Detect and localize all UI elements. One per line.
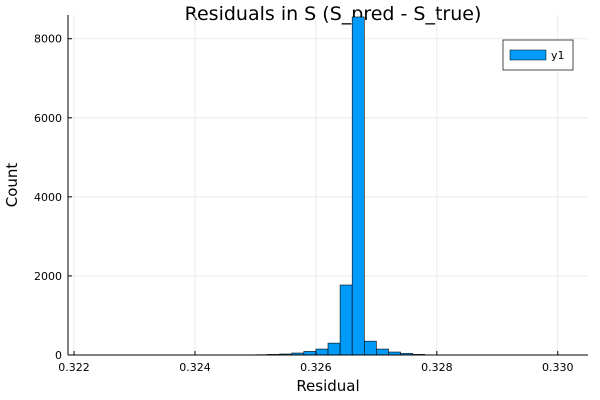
histogram-bar	[363, 340, 377, 356]
x-tick-label: 0.322	[58, 361, 90, 374]
y-tick-label: 8000	[34, 33, 62, 46]
x-tick-label: 0.330	[542, 361, 574, 374]
histogram-bar	[339, 284, 353, 356]
legend-label: y1	[551, 49, 565, 62]
y-tick-label: 0	[55, 349, 62, 362]
x-tick-label: 0.324	[179, 361, 211, 374]
chart-title: Residuals in S (S_pred - S_true)	[185, 3, 482, 25]
y-tick-label: 6000	[34, 112, 62, 125]
histogram-bar	[376, 348, 389, 356]
x-axis-ticks: 0.322 0.324 0.326 0.328 0.330	[58, 351, 574, 374]
histogram-bar	[327, 342, 341, 356]
histogram-bar	[303, 351, 317, 356]
histogram-bars	[243, 16, 450, 356]
x-tick-label: 0.328	[421, 361, 453, 374]
legend-swatch	[509, 49, 547, 61]
y-tick-label: 2000	[34, 270, 62, 283]
y-tick-label: 4000	[34, 191, 62, 204]
legend: y1	[502, 39, 574, 71]
histogram-bar	[351, 16, 365, 356]
y-axis-label: Count	[3, 163, 21, 208]
x-axis-label: Residual	[296, 377, 359, 395]
grid-lines	[68, 15, 588, 356]
histogram-bar	[315, 348, 329, 356]
x-tick-label: 0.326	[300, 361, 332, 374]
y-axis-ticks: 0 2000 4000 6000 8000	[34, 33, 72, 362]
